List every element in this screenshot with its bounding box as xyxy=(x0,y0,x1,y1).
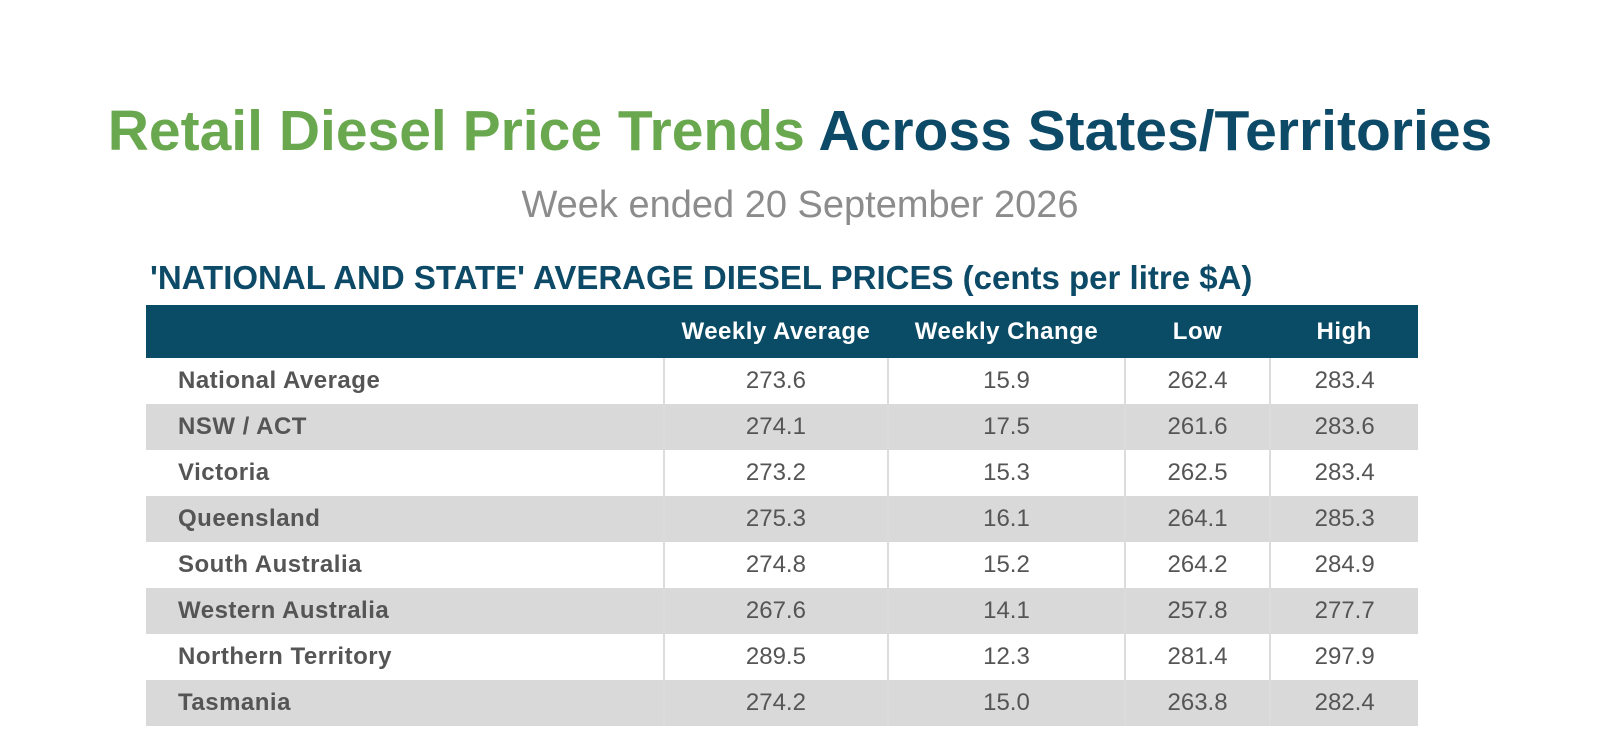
region-cell: Western Australia xyxy=(146,588,664,634)
high-cell: 297.9 xyxy=(1269,634,1418,680)
table-row: South Australia 274.8 15.2 264.2 284.9 xyxy=(146,542,1418,588)
weekly-average-cell: 273.2 xyxy=(662,450,889,496)
table-row: Victoria 273.2 15.3 262.5 283.4 xyxy=(146,450,1418,496)
column-header-weekly-average: Weekly Average xyxy=(663,305,889,358)
weekly-change-cell: 12.3 xyxy=(887,634,1125,680)
high-cell: 285.3 xyxy=(1269,496,1418,542)
region-cell: National Average xyxy=(146,358,664,404)
table-row: Tasmania 274.2 15.0 263.8 282.4 xyxy=(146,680,1418,726)
low-cell: 261.6 xyxy=(1123,404,1271,450)
page-title: Retail Diesel Price Trends Across States… xyxy=(0,98,1600,164)
table-row: Queensland 275.3 16.1 264.1 285.3 xyxy=(146,496,1418,542)
region-cell: Victoria xyxy=(146,450,664,496)
low-cell: 262.4 xyxy=(1123,358,1271,404)
table-row: Northern Territory 289.5 12.3 281.4 297.… xyxy=(146,634,1418,680)
weekly-average-cell: 273.6 xyxy=(662,358,889,404)
weekly-change-cell: 15.0 xyxy=(887,680,1125,726)
low-cell: 264.2 xyxy=(1123,542,1271,588)
weekly-average-cell: 274.1 xyxy=(662,404,889,450)
weekly-average-cell: 289.5 xyxy=(662,634,889,680)
table-row: National Average 273.6 15.9 262.4 283.4 xyxy=(146,358,1418,404)
high-cell: 284.9 xyxy=(1269,542,1418,588)
weekly-change-cell: 15.2 xyxy=(887,542,1125,588)
page-title-green: Retail Diesel Price Trends xyxy=(107,99,805,163)
region-cell: Queensland xyxy=(146,496,664,542)
region-cell: NSW / ACT xyxy=(146,404,664,450)
table-heading: 'NATIONAL AND STATE' AVERAGE DIESEL PRIC… xyxy=(150,259,1253,296)
high-cell: 282.4 xyxy=(1269,680,1418,726)
weekly-change-cell: 17.5 xyxy=(887,404,1125,450)
column-header-region xyxy=(146,305,664,358)
table-row: NSW / ACT 274.1 17.5 261.6 283.6 xyxy=(146,404,1418,450)
weekly-change-cell: 15.9 xyxy=(887,358,1125,404)
weekly-average-cell: 275.3 xyxy=(662,496,889,542)
region-cell: Tasmania xyxy=(146,680,664,726)
weekly-average-cell: 267.6 xyxy=(662,588,889,634)
high-cell: 283.6 xyxy=(1269,404,1418,450)
high-cell: 277.7 xyxy=(1269,588,1418,634)
table-header-row: Weekly Average Weekly Change Low High xyxy=(146,305,1418,358)
page-subtitle: Week ended 20 September 2026 xyxy=(521,184,1079,226)
weekly-change-cell: 14.1 xyxy=(887,588,1125,634)
table-row: Western Australia 267.6 14.1 257.8 277.7 xyxy=(146,588,1418,634)
diesel-prices-table: Weekly Average Weekly Change Low High Na… xyxy=(146,305,1418,726)
low-cell: 281.4 xyxy=(1123,634,1271,680)
weekly-change-cell: 15.3 xyxy=(887,450,1125,496)
weekly-change-cell: 16.1 xyxy=(887,496,1125,542)
high-cell: 283.4 xyxy=(1269,450,1418,496)
low-cell: 263.8 xyxy=(1123,680,1271,726)
region-cell: Northern Territory xyxy=(146,634,664,680)
column-header-high: High xyxy=(1270,305,1418,358)
column-header-low: Low xyxy=(1124,305,1271,358)
low-cell: 257.8 xyxy=(1123,588,1271,634)
low-cell: 262.5 xyxy=(1123,450,1271,496)
high-cell: 283.4 xyxy=(1269,358,1418,404)
weekly-average-cell: 274.8 xyxy=(662,542,889,588)
weekly-average-cell: 274.2 xyxy=(662,680,889,726)
region-cell: South Australia xyxy=(146,542,664,588)
page-title-navy: Across States/Territories xyxy=(818,99,1493,163)
low-cell: 264.1 xyxy=(1123,496,1271,542)
column-header-weekly-change: Weekly Change xyxy=(888,305,1125,358)
